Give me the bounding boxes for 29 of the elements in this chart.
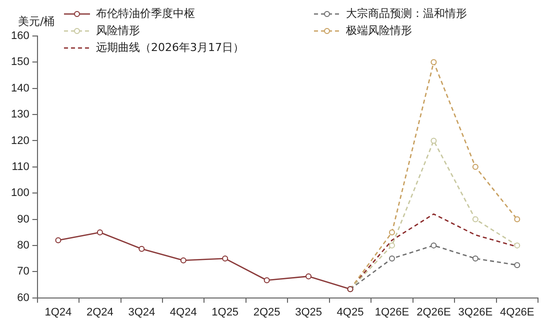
y-tick-label: 160	[10, 30, 30, 42]
legend-label: 布伦特油价季度中枢	[96, 6, 195, 21]
y-tick-label: 140	[10, 82, 30, 94]
x-tick-label: 3Q24	[128, 306, 156, 318]
legend-label: 远期曲线（2026年3月17日）	[96, 40, 244, 55]
x-tick-label: 1Q24	[44, 306, 72, 318]
y-tick-label: 120	[10, 134, 30, 147]
y-tick-label: 80	[17, 239, 30, 252]
legend-label: 极端风险情形	[346, 23, 412, 38]
x-tick-label: 3Q26E	[458, 306, 493, 318]
x-tick-label: 4Q26E	[500, 306, 534, 318]
y-tick-label: 100	[10, 187, 30, 200]
x-tick-label: 2Q24	[86, 306, 114, 318]
y-tick-label: 90	[17, 213, 30, 226]
legend-label: 风险情形	[96, 23, 140, 38]
legend-label: 大宗商品预测：温和情形	[346, 6, 467, 21]
y-axis-title: 美元/桶	[18, 14, 55, 29]
x-tick-label: 2Q25	[253, 306, 280, 318]
x-tick-label: 1Q26E	[374, 306, 410, 318]
x-tick-label: 2Q26E	[416, 306, 451, 318]
x-tick-label: 1Q25	[212, 306, 239, 318]
y-tick-label: 110	[12, 160, 30, 173]
y-tick-label: 70	[17, 266, 30, 278]
x-tick-label: 3Q25	[295, 306, 322, 318]
y-tick-label: 130	[10, 108, 30, 121]
y-tick-label: 60	[17, 292, 30, 304]
x-tick-label: 4Q24	[170, 306, 197, 318]
x-tick-label: 4Q25	[336, 306, 364, 318]
y-tick-label: 150	[10, 56, 30, 68]
